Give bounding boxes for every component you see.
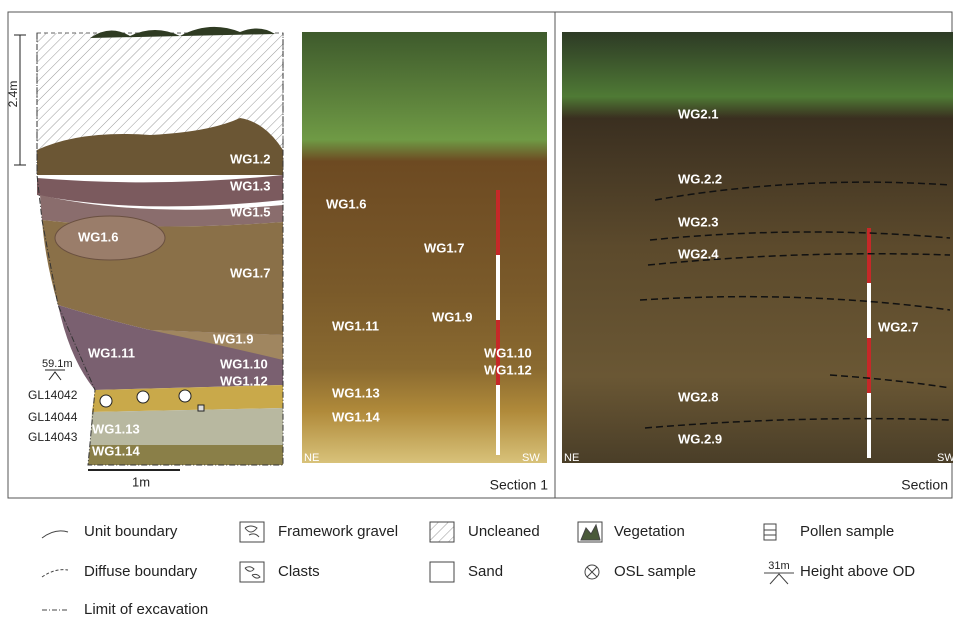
- sample-label: GL14044: [28, 410, 78, 424]
- orientation-label: SW: [522, 452, 540, 464]
- unit-label: WG1.7: [424, 240, 464, 255]
- legend-label: Clasts: [278, 563, 320, 580]
- section-caption: Section: [901, 477, 948, 493]
- unit-label: WG1.13: [92, 421, 140, 436]
- legend-label: Limit of excavation: [84, 601, 208, 618]
- legend-label: Pollen sample: [800, 523, 894, 540]
- unit-label: WG1.6: [326, 196, 366, 211]
- orientation-label: NE: [564, 452, 579, 464]
- photo-section-1: [302, 32, 547, 463]
- legend-label: Unit boundary: [84, 523, 178, 540]
- legend-label: Vegetation: [614, 523, 685, 540]
- unit-label: WG1.11: [88, 345, 135, 360]
- height-bar-label: 2.4m: [6, 81, 20, 108]
- legend-label: Framework gravel: [278, 523, 398, 540]
- sample-label: GL14042: [28, 388, 78, 402]
- boundary-lines: [639, 181, 951, 429]
- legend-symbols: [41, 521, 794, 611]
- section-drawing: [14, 26, 284, 471]
- unit-label: WG1.2: [230, 151, 270, 166]
- unit-label: WG1.5: [230, 204, 270, 219]
- unit-label: WG1.9: [432, 309, 472, 324]
- ranging-rod: [496, 190, 871, 458]
- unit-label: WG2.4: [678, 246, 719, 261]
- unit-label: WG1.3: [230, 178, 270, 193]
- unit-label: WG1.12: [484, 362, 532, 377]
- section-caption: Section 1: [490, 477, 549, 493]
- unit-label: WG2.3: [678, 214, 718, 229]
- unit-label: WG.2.9: [678, 431, 722, 446]
- unit-label: WG1.13: [332, 385, 380, 400]
- legend-label: OSL sample: [614, 563, 696, 580]
- unit-label: WG1.10: [220, 356, 268, 371]
- unit-label: WG1.11: [332, 318, 379, 333]
- legend-label: Height above OD: [800, 563, 915, 580]
- legend-label: Sand: [468, 563, 503, 580]
- unit-label: WG1.14: [332, 409, 380, 424]
- orientation-label: SW: [937, 452, 953, 464]
- od-height-label: 59.1m: [42, 358, 73, 370]
- unit-label: WG1.14: [92, 443, 140, 458]
- unit-label: WG2.1: [678, 106, 718, 121]
- photo-section-2: [562, 32, 953, 463]
- unit-label: WG1.12: [220, 373, 268, 388]
- unit-label: WG1.10: [484, 345, 532, 360]
- orientation-label: NE: [304, 452, 319, 464]
- unit-label: WG.2.2: [678, 171, 722, 186]
- unit-label: WG1.9: [213, 331, 253, 346]
- legend-label: Diffuse boundary: [84, 563, 198, 580]
- legend-symbol-text: 31m: [768, 560, 789, 572]
- unit-label: WG1.7: [230, 265, 270, 280]
- unit-label: WG1.6: [78, 229, 118, 244]
- scale-label: 1m: [132, 474, 150, 489]
- unit-label: WG2.7: [878, 319, 918, 334]
- unit-label: WG2.8: [678, 389, 718, 404]
- sample-label: GL14043: [28, 430, 78, 444]
- legend-label: Uncleaned: [468, 523, 540, 540]
